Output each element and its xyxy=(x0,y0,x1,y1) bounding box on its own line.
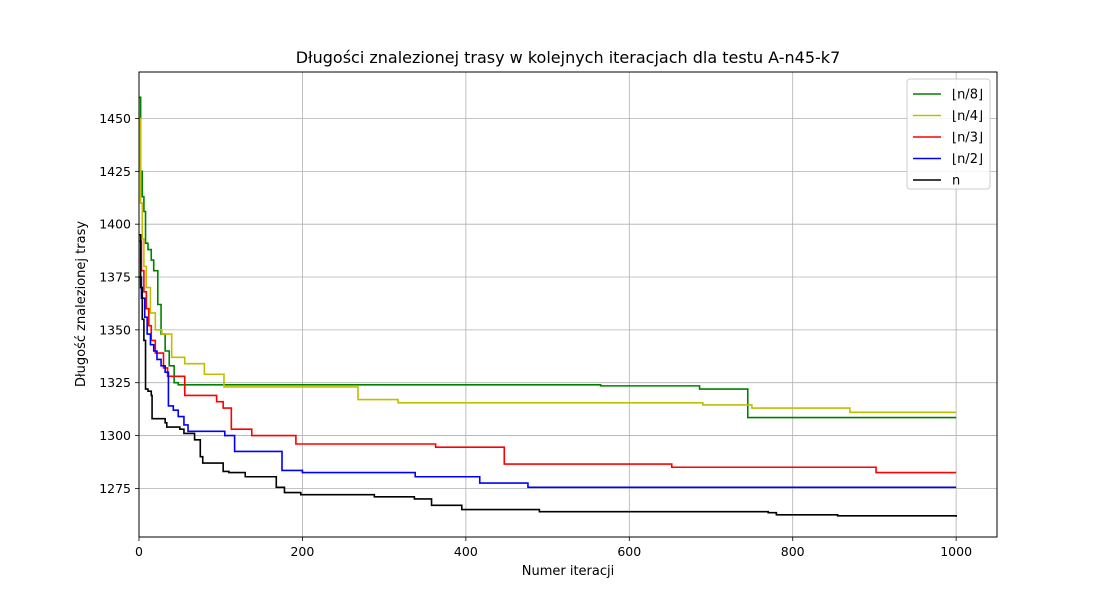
y-tick-label: 1300 xyxy=(99,428,131,443)
legend-label: ⌊n/2⌋ xyxy=(952,152,983,167)
x-axis: 0 200 400 600 800 1000 xyxy=(135,537,972,559)
legend-label: ⌊n/4⌋ xyxy=(952,109,983,124)
legend: ⌊n/8⌋ ⌊n/4⌋ ⌊n/3⌋ ⌊n/2⌋ n xyxy=(906,78,991,190)
y-axis-label: Długość znalezionej trasy xyxy=(74,221,89,387)
x-tick-label: 0 xyxy=(135,544,143,559)
x-tick-label: 400 xyxy=(454,544,478,559)
x-tick-label: 1000 xyxy=(940,544,972,559)
series-line-0 xyxy=(139,96,957,419)
legend-box xyxy=(906,78,991,190)
y-tick-label: 1425 xyxy=(99,164,131,179)
y-axis: 1275 1300 1325 1350 1375 1400 1425 1450 xyxy=(99,111,139,496)
legend-label: n xyxy=(952,174,960,189)
chart-title: Długości znalezionej trasy w kolejnych i… xyxy=(296,48,841,67)
legend-label: ⌊n/8⌋ xyxy=(952,88,983,103)
y-tick-label: 1350 xyxy=(99,322,131,337)
y-tick-label: 1325 xyxy=(99,375,131,390)
x-tick-label: 200 xyxy=(290,544,314,559)
series-line-4 xyxy=(139,233,957,517)
x-axis-label: Numer iteracji xyxy=(522,564,615,579)
y-tick-label: 1375 xyxy=(99,270,131,285)
series-layer xyxy=(139,96,957,517)
series-line-1 xyxy=(139,117,957,414)
legend-label: ⌊n/3⌋ xyxy=(952,131,983,146)
series-line-2 xyxy=(139,240,957,474)
y-tick-label: 1400 xyxy=(99,217,131,232)
y-tick-label: 1275 xyxy=(99,481,131,496)
series-line-3 xyxy=(139,276,957,489)
plot-frame xyxy=(138,71,998,538)
x-tick-label: 600 xyxy=(617,544,641,559)
x-tick-label: 800 xyxy=(781,544,805,559)
y-tick-label: 1450 xyxy=(99,111,131,126)
